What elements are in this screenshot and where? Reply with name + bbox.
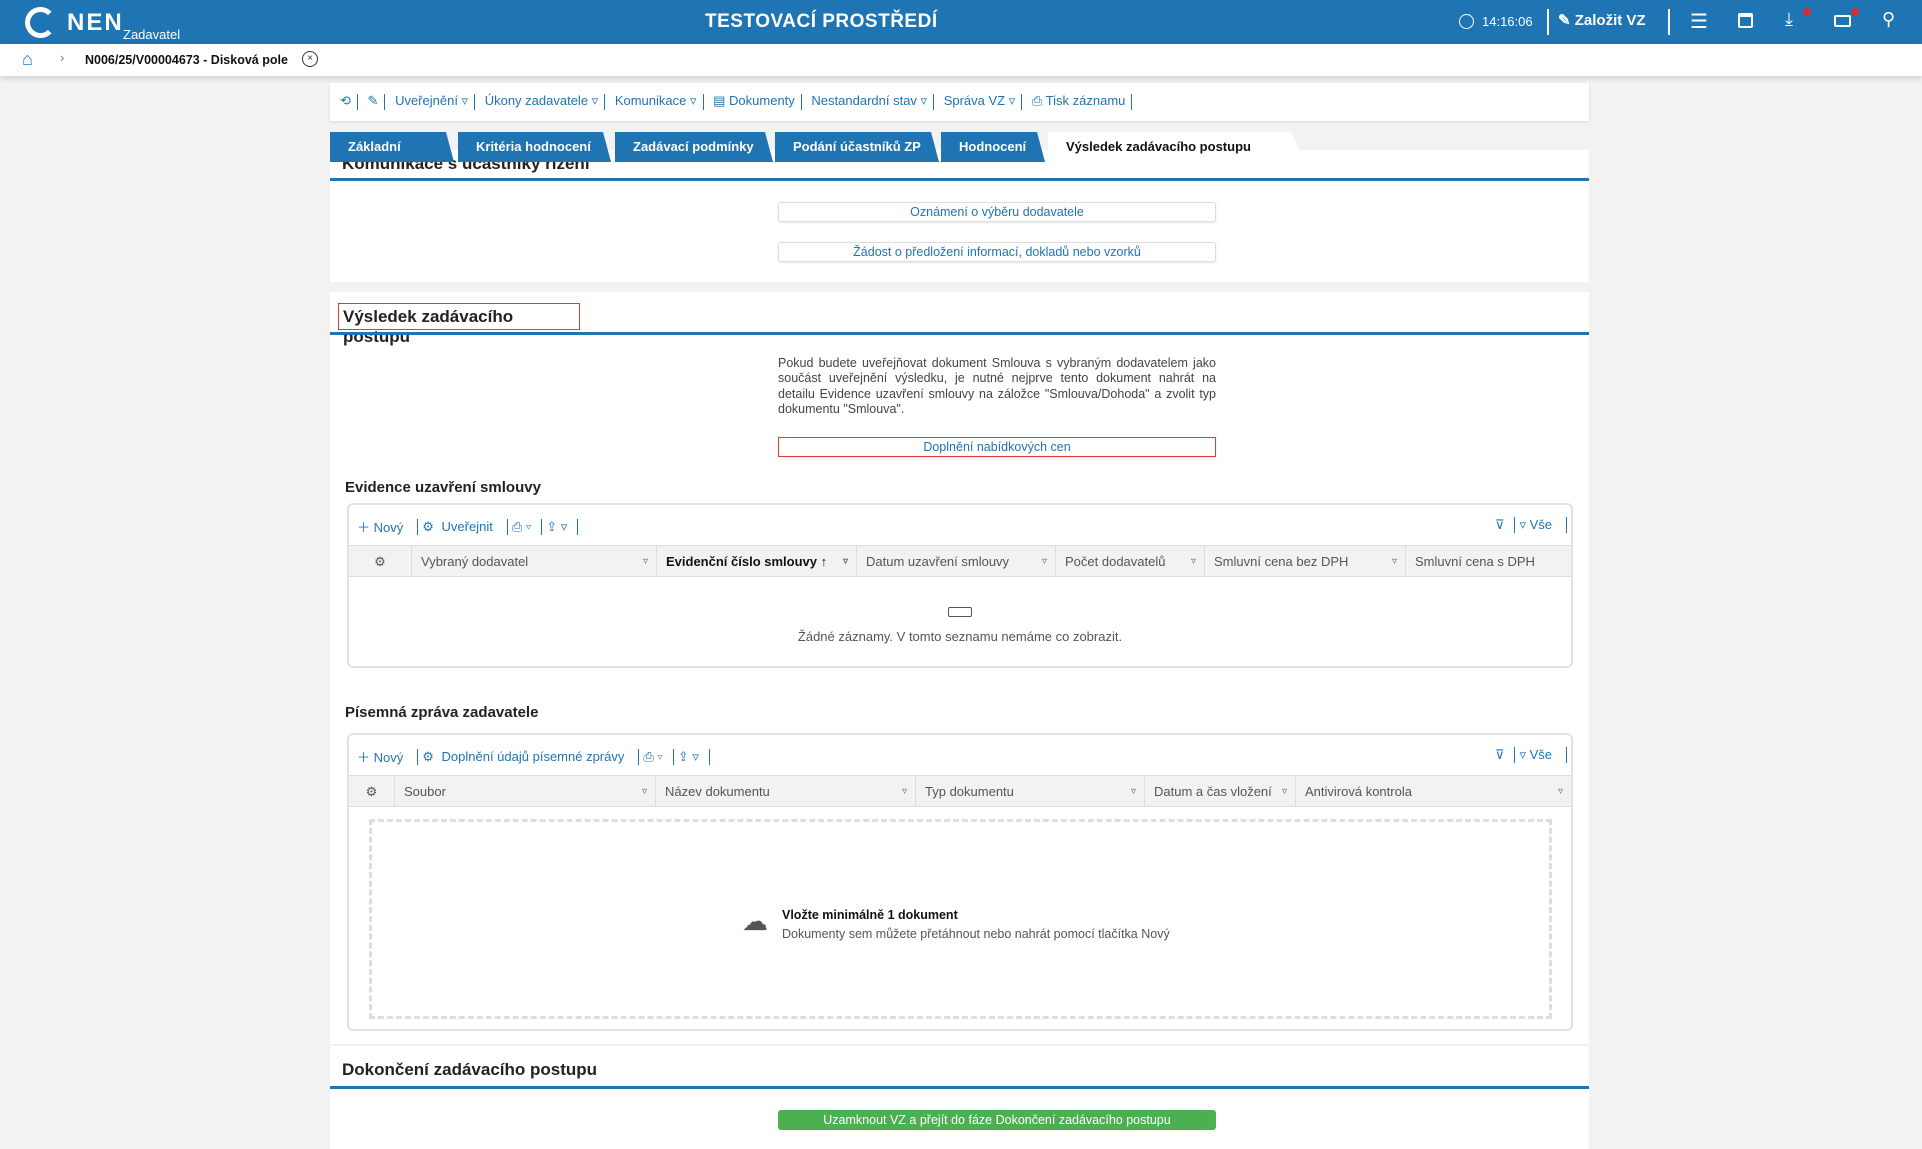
toolbar-actions[interactable]: Úkony zadavatele ▿ [484,93,599,108]
fill-report-button[interactable]: ⚙ Doplnění údajů písemné zprávy [422,748,625,764]
drop-title: Vložte minimálně 1 dokument [782,908,958,922]
empty-tray-icon [948,607,972,617]
mail-icon[interactable] [1834,15,1851,27]
print-menu-button[interactable]: ⎙ ▿ [643,748,663,764]
result-title: Výsledek zadávacího postupu [338,303,580,346]
column-header[interactable]: Vybraný dodavatel ▿ [412,546,657,576]
section-divider [330,332,1589,335]
column-settings-icon[interactable]: ⚙ [349,546,412,576]
report-title: Písemná zpráva zadavatele [345,704,539,721]
breadcrumb-current[interactable]: N006/25/V00004673 - Disková pole [85,53,288,67]
report-toolbar: ＋ Nový ⚙ Doplnění údajů písemné zprávy ⎙… [357,747,714,766]
lock-and-continue-button[interactable]: Uzamknout VZ a přejít do fáze Dokončení … [778,1110,1216,1130]
edit-icon: ✎ [1558,12,1571,29]
toolbar-management[interactable]: Správa VZ ▿ [943,93,1016,108]
toolbar-communication[interactable]: Komunikace ▿ [614,93,697,108]
edit-icon[interactable]: ✎ [367,93,379,108]
contracts-title: Evidence uzavření smlouvy [345,479,541,496]
download-icon[interactable]: ⤓ [1785,9,1793,29]
tab-basic-info[interactable]: Základní údaje [330,132,454,162]
section-divider [330,1086,1589,1089]
view-select[interactable]: ▿ Vše [1519,517,1552,532]
top-header: NEN Zadavatel TESTOVACÍ PROSTŘEDÍ 14:16:… [0,0,1922,44]
tab-evaluation-criteria[interactable]: Kritéria hodnocení [458,132,611,162]
export-menu-button[interactable]: ⇪ ▿ [677,748,699,764]
column-header[interactable]: Název dokumentu ▿ [656,776,916,806]
toolbar-publication[interactable]: Uveřejnění ▿ [395,93,469,108]
report-grid: ＋ Nový ⚙ Doplnění údajů písemné zprávy ⎙… [347,733,1573,1031]
create-vz-label: Založit VZ [1574,12,1646,29]
info-text: Pokud budete uveřejňovat dokument Smlouv… [778,356,1216,416]
column-header[interactable]: Soubor ▿ [395,776,656,806]
user-icon[interactable]: ⚲ [1882,9,1896,29]
new-document-button[interactable]: ＋ Nový [357,750,404,765]
breadcrumb: ⌂ › N006/25/V00004673 - Disková pole × [0,44,1922,76]
toolbar-nonstandard-state[interactable]: Nestandardní stav ▿ [811,93,928,108]
completion-section [330,1046,1589,1149]
divider [1547,9,1549,35]
column-header[interactable]: Antivirová kontrola ▿ [1305,784,1563,799]
report-header-row: ⚙ Soubor ▿ Název dokumentu ▿ Typ dokumentu… [349,775,1571,807]
column-header[interactable]: Smluvní cena bez DPH ▿ [1205,546,1406,576]
cloud-upload-icon: ☁ [742,906,768,936]
clock-icon [1459,14,1474,29]
sort-asc-icon: ↑ [820,554,828,569]
session-time: 14:16:06 [1482,14,1533,29]
notification-dot [1803,8,1811,16]
fill-prices-button[interactable]: Doplnění nabídkových cen [778,437,1216,457]
clipboard-icon: ▤ [713,93,726,108]
close-tab-icon[interactable]: × [302,51,318,67]
column-header-sorted[interactable]: Evidenční číslo smlouvy ↑ ▿ [657,546,857,576]
column-header[interactable]: Datum a čas vložení ▿ [1145,776,1296,806]
tab-tender-conditions[interactable]: Zadávací podmínky [615,132,773,162]
menu-icon[interactable]: ☰ [1690,11,1708,33]
action-toolbar: ⟲ ✎ Uveřejnění ▿ Úkony zadavatele ▿ Komu… [330,83,1589,121]
publish-icon: ⚙ [422,518,434,534]
refresh-icon[interactable]: ⟲ [340,93,351,108]
filter-icon[interactable]: ⊽ [1494,517,1505,532]
document-gear-icon: ⚙ [422,748,434,764]
notification-dot [1851,8,1859,16]
contracts-header-row: ⚙ Vybraný dodavatel ▿ Evidenční číslo sml… [349,545,1571,577]
drop-zone[interactable]: ☁ Vložte minimálně 1 dokument Dokumenty … [369,819,1552,1019]
calendar-icon[interactable] [1738,13,1753,28]
view-select[interactable]: ▿ Vše [1519,747,1552,762]
new-contract-button[interactable]: ＋ Nový [357,520,404,535]
column-header[interactable]: Smluvní cena s DPH [1415,554,1535,569]
tab-submissions[interactable]: Podání účastníků ZP [775,132,939,162]
column-header[interactable]: Počet dodavatelů ▿ [1056,546,1205,576]
home-icon[interactable]: ⌂ [22,49,33,69]
divider [1668,9,1670,35]
column-header[interactable]: Datum uzavření smlouvy ▿ [857,546,1056,576]
completion-title: Dokončení zadávacího postupu [342,1060,598,1079]
role-label: Zadavatel [123,27,181,42]
printer-icon: ⎙ [1031,93,1043,108]
chevron-right-icon: › [60,50,65,65]
section-divider [330,178,1589,181]
print-menu-button[interactable]: ⎙ ▿ [511,518,532,534]
contracts-filter-bar: ⊽ ▿ Vše [1495,517,1571,533]
supplier-selection-notice-button[interactable]: Oznámení o výběru dodavatele [778,202,1216,222]
toolbar-documents[interactable]: ▤ Dokumenty [713,93,795,108]
environment-title: TESTOVACÍ PROSTŘEDÍ [705,11,938,32]
create-vz-button[interactable]: ✎ Založit VZ [1558,11,1646,29]
tab-evaluation[interactable]: Hodnocení [941,132,1045,162]
tab-result[interactable]: Výsledek zadávacího postupu [1048,132,1305,162]
logo-text: NEN [67,9,124,36]
empty-message: Žádné záznamy. V tomto seznamu nemáme co… [797,629,1123,644]
drop-hint: Dokumenty sem můžete přetáhnout nebo nah… [782,927,1170,941]
nen-logo-icon[interactable] [25,7,56,38]
report-filter-bar: ⊽ ▿ Vše [1495,747,1571,763]
toolbar-print[interactable]: ⎙ Tisk záznamu [1031,93,1126,108]
publish-button[interactable]: ⚙ Uveřejnit [422,518,493,534]
filter-icon[interactable]: ⊽ [1494,747,1505,762]
contracts-grid: ＋ Nový ⚙ Uveřejnit ⎙ ▿ ⇪ ▿ ⊽ ▿ Vše ⚙ Vyb… [347,503,1573,668]
export-menu-button[interactable]: ⇪ ▿ [546,518,568,534]
column-settings-icon[interactable]: ⚙ [349,776,395,806]
request-documents-button[interactable]: Žádost o předložení informací, dokladů n… [778,242,1216,262]
contracts-toolbar: ＋ Nový ⚙ Uveřejnit ⎙ ▿ ⇪ ▿ [357,517,582,536]
column-header[interactable]: Typ dokumentu ▿ [916,776,1145,806]
